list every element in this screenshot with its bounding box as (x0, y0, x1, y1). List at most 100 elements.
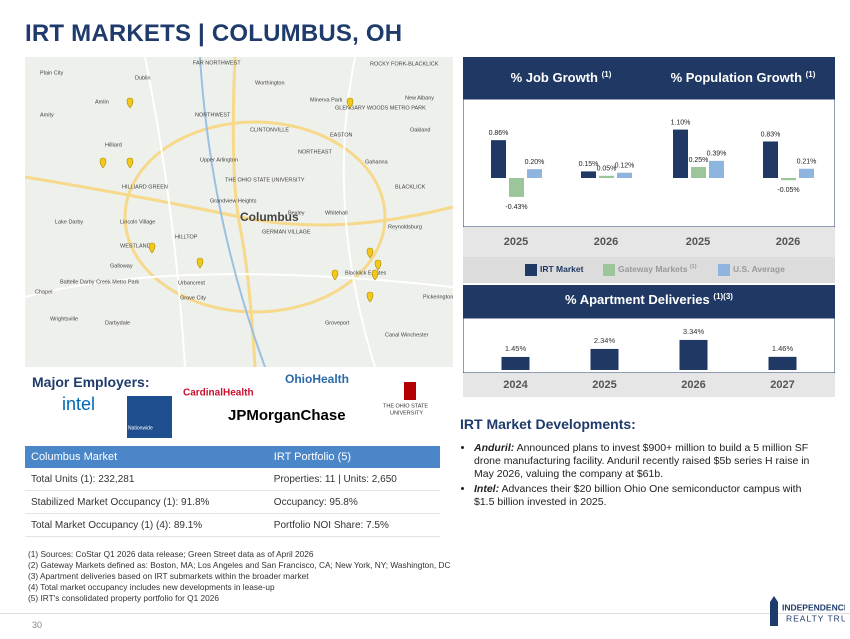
map-label: FAR NORTHWEST (193, 60, 241, 66)
map-label: ROCKY FORK-BLACKLICK (370, 61, 439, 67)
value-label: 0.15% (579, 161, 599, 168)
footnote: (1) Sources: CoStar Q1 2026 data release… (28, 549, 314, 559)
map-label: THE OHIO STATE UNIVERSITY (225, 177, 305, 183)
logo-icon (770, 596, 778, 626)
map-label: Groveport (325, 320, 350, 326)
map-label: Oakland (410, 127, 431, 133)
chart-title-text: % Apartment Deliveries (565, 292, 710, 307)
legend-text: Gateway Markets (618, 264, 688, 274)
bar (691, 167, 706, 178)
map-label: EASTON (330, 132, 353, 138)
map-label: Upper Arlington (200, 157, 238, 163)
bar (768, 356, 797, 370)
table-body: Total Units (1): 232,281 Properties: 11 |… (25, 468, 440, 537)
value-label: 3.34% (683, 327, 705, 336)
year-band (463, 227, 835, 257)
bar (509, 178, 524, 197)
chart-title-note: (1)(3) (713, 292, 733, 301)
map-pin (126, 157, 134, 169)
map-label: Grandview Heights (210, 198, 257, 204)
map-label: BLACKLICK (395, 184, 426, 190)
river (199, 57, 266, 367)
chart-title-note: (1) (806, 70, 816, 79)
legend-text: U.S. Average (733, 264, 785, 274)
footnote: (2) Gateway Markets defined as: Boston, … (28, 560, 451, 570)
footnote: (5) IRT's consolidated property portfoli… (28, 593, 219, 603)
map-label: Gahanna (365, 159, 389, 165)
value-label: 1.45% (505, 344, 527, 353)
map-label: Pickerington (423, 294, 453, 300)
map-pin (346, 97, 354, 109)
legend-text: IRT Market (540, 264, 584, 274)
chart-title: % Job Growth (1) (511, 70, 612, 85)
map-pin (366, 291, 374, 303)
employer-logo: intel (62, 394, 95, 414)
logo-text: REALTY TRUST (786, 613, 845, 623)
bar (599, 175, 614, 178)
footnote: (4) Total market occupancy includes new … (28, 582, 275, 592)
map-label: Reynoldsburg (388, 224, 422, 230)
company-logo: INDEPENDENCE REALTY TRUST (770, 596, 845, 626)
development-item: Intel: Advances their $20 billion Ohio O… (474, 483, 820, 509)
bar (679, 339, 708, 370)
map-label: Plain City (40, 70, 63, 76)
map-pin (374, 259, 382, 271)
map-label: Canal Winchester (385, 332, 429, 338)
development-text: Announced plans to invest $900+ million … (474, 442, 810, 480)
logo-box (127, 396, 172, 438)
map-pin (366, 247, 374, 259)
bar (709, 160, 724, 178)
panel-header (463, 57, 835, 99)
table-row: Total Market Occupancy (1) (4): 89.1% Por… (25, 513, 440, 537)
value-label: 2.34% (594, 336, 616, 345)
market-table: Columbus Market IRT Portfolio (5) Total U… (25, 446, 440, 537)
employer-logo: CardinalHealth (183, 388, 254, 399)
map: FAR NORTHWEST Plain City Dublin Worthington… (25, 57, 453, 367)
map-label: Chapel (35, 289, 52, 295)
slide-title: IRT MARKETS | COLUMBUS, OH (25, 20, 403, 47)
x-tick-label: 2025 (504, 236, 528, 248)
map-label: Galloway (110, 263, 133, 269)
chart-title-text: % Job Growth (511, 70, 598, 85)
map-label: Amity (40, 112, 54, 118)
map-label: Lincoln Village (120, 219, 155, 225)
legend-note: (1) (690, 264, 697, 270)
table-row: Stabilized Market Occupancy (1): 91.8% Oc… (25, 490, 440, 514)
map-label: Whitehall (325, 210, 348, 216)
table-cell: Total Units (1): 232,281 (25, 468, 268, 491)
map-pin (196, 257, 204, 269)
map-label: New Albany (405, 95, 434, 101)
x-tick-label: 2024 (503, 379, 528, 391)
map-label: NORTHWEST (195, 112, 231, 118)
value-label: 0.21% (797, 159, 817, 166)
map-label: Grove City (180, 295, 206, 301)
x-tick-label: 2025 (592, 379, 616, 391)
bar (781, 178, 796, 181)
legend-label: Gateway Markets (1) (618, 264, 697, 274)
bar (673, 129, 688, 178)
chart-title-note: (1) (602, 70, 612, 79)
year-band (463, 373, 835, 397)
legend-label: U.S. Average (733, 264, 785, 274)
logo-box (404, 382, 416, 400)
map-pin (148, 242, 156, 254)
chart-title-text: % Population Growth (671, 70, 802, 85)
map-pin (371, 269, 379, 281)
legend-swatch (718, 264, 730, 276)
employer-logo: UNIVERSITY (390, 410, 423, 416)
map-label: Minerva Park (310, 97, 343, 103)
value-label: 1.10% (671, 119, 691, 126)
employer-logo: OhioHealth (285, 372, 349, 386)
bar (590, 348, 619, 370)
road (123, 120, 387, 314)
map-label: WESTLAND (120, 243, 151, 249)
bar (491, 140, 506, 178)
employer-logo: JPMorganChase (228, 407, 346, 424)
legend-swatch (603, 264, 615, 276)
map-label: CLINTONVILLE (250, 127, 289, 133)
value-label: 0.12% (615, 163, 635, 170)
footnote: (3) Apartment deliveries based on IRT su… (28, 571, 309, 581)
table-cell: Stabilized Market Occupancy (1): 91.8% (25, 490, 268, 514)
road (144, 57, 186, 367)
bar (799, 168, 814, 178)
